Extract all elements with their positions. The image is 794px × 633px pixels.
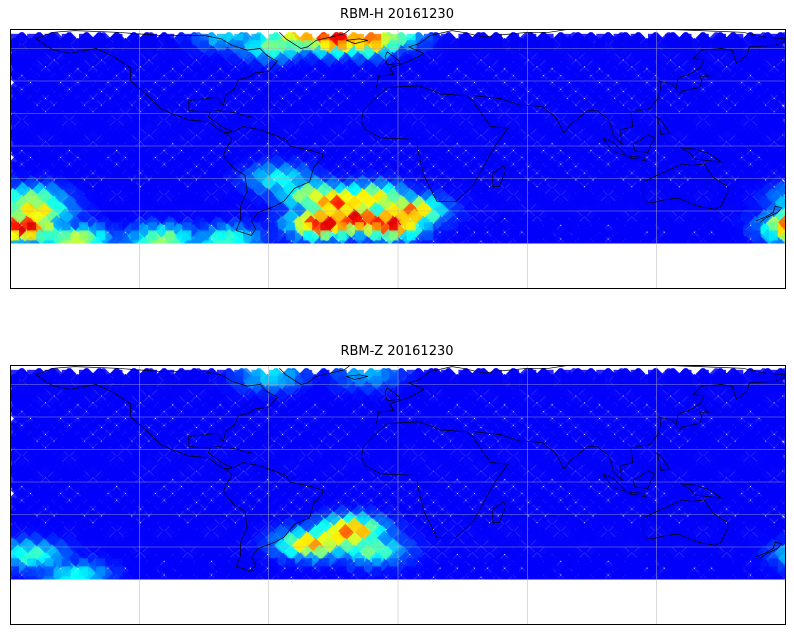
swath-cell xyxy=(165,230,175,241)
swath-cell xyxy=(751,230,761,241)
swath-cell xyxy=(544,230,554,241)
swath-cell xyxy=(734,230,744,241)
swath-cell xyxy=(613,230,623,241)
swath-cell xyxy=(199,230,209,241)
swath-cell xyxy=(148,230,157,241)
swath-cell xyxy=(337,230,347,241)
swath-cell xyxy=(96,230,106,241)
panel-title-rbm-z: RBM-Z 20161230 xyxy=(340,344,454,359)
swath-cell xyxy=(285,230,295,241)
swath-cell xyxy=(717,230,726,241)
swath-cell xyxy=(354,230,364,241)
swath-cell xyxy=(372,230,382,241)
swath-cell xyxy=(648,230,657,241)
swath-cell xyxy=(458,230,468,241)
swath-cell xyxy=(441,230,451,241)
swath-cell xyxy=(303,230,313,241)
swath-cell xyxy=(251,230,261,241)
swath-cell xyxy=(268,230,278,241)
swath-cell xyxy=(630,230,640,241)
swath-cell xyxy=(44,230,54,241)
swath-cell xyxy=(768,230,778,241)
swath-cell xyxy=(234,230,244,241)
swath-cell xyxy=(27,230,37,241)
swath-cell xyxy=(61,230,71,241)
swath-cell xyxy=(665,230,675,241)
swath-cell xyxy=(561,230,571,241)
swath-cell xyxy=(320,230,330,241)
swath-cell xyxy=(596,230,606,241)
map-rbm-z[interactable] xyxy=(10,365,786,625)
swath-cell xyxy=(699,230,709,241)
swath-cell xyxy=(510,230,520,241)
swath-cell xyxy=(423,230,433,241)
swath-cell xyxy=(79,230,88,241)
swath-cell xyxy=(527,230,537,241)
swath-cell xyxy=(579,230,589,241)
panel-title-rbm-h: RBM-H 20161230 xyxy=(340,7,454,22)
swath-cell xyxy=(389,230,399,241)
swath-cell xyxy=(475,230,485,241)
swath-cell xyxy=(130,230,140,241)
map-rbm-h[interactable] xyxy=(10,29,786,289)
swath-layer xyxy=(10,32,786,244)
swath-cell xyxy=(216,230,226,241)
swath-cell xyxy=(406,230,416,241)
swath-cell xyxy=(113,230,123,241)
swath-cell xyxy=(492,230,502,241)
swath-cell xyxy=(182,230,192,241)
swath-cell xyxy=(10,230,19,241)
swath-cell xyxy=(682,230,692,241)
